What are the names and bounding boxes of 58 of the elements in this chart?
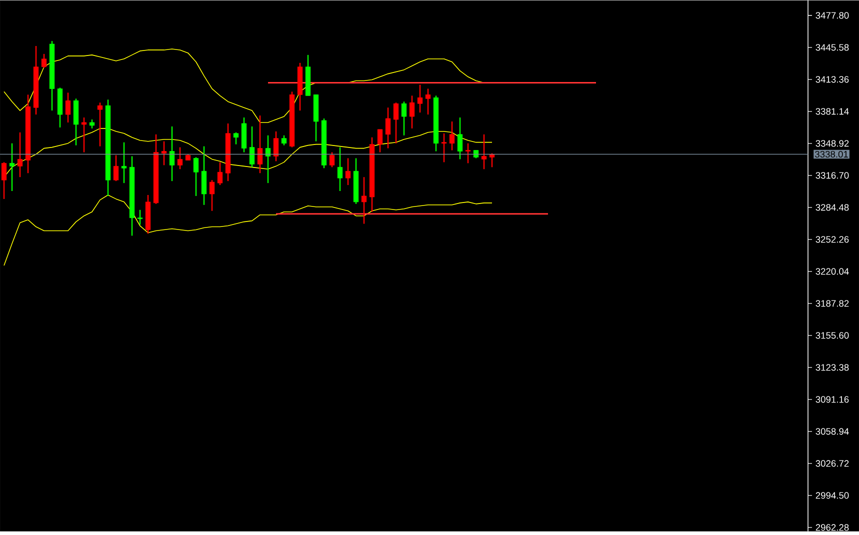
candlestick bbox=[41, 53, 47, 68]
candlestick bbox=[345, 158, 351, 186]
candlestick bbox=[249, 126, 255, 168]
y-tick-label: 3413.36 bbox=[816, 76, 849, 83]
candlestick bbox=[377, 128, 383, 153]
candlestick bbox=[273, 130, 279, 162]
candlestick bbox=[113, 154, 119, 182]
candlestick bbox=[409, 94, 415, 129]
y-tick-label: 3187.82 bbox=[816, 300, 849, 307]
y-tick-label: 3348.92 bbox=[816, 140, 849, 147]
y-tick-label: 3252.26 bbox=[816, 236, 849, 243]
candlestick bbox=[401, 100, 407, 136]
candlestick bbox=[385, 106, 391, 149]
candlestick bbox=[393, 102, 399, 144]
candlestick bbox=[73, 98, 79, 146]
candlestick bbox=[97, 102, 103, 147]
candlestick bbox=[449, 120, 455, 151]
candlestick bbox=[169, 126, 175, 182]
y-tick-label: 3123.38 bbox=[816, 364, 849, 371]
ref-line-label: 3338.01 bbox=[815, 150, 848, 158]
y-tick-label: 3445.58 bbox=[816, 44, 849, 51]
candlestick bbox=[481, 134, 487, 170]
candlestick bbox=[65, 92, 71, 123]
y-tick-label: 2962.28 bbox=[816, 524, 849, 531]
candlestick bbox=[361, 176, 367, 224]
candlestick bbox=[417, 84, 423, 114]
y-tick-label: 3058.94 bbox=[816, 428, 849, 435]
candlestick bbox=[161, 140, 167, 166]
candlestick bbox=[257, 114, 263, 174]
candlestick bbox=[465, 142, 471, 164]
candlestick bbox=[265, 134, 271, 184]
candlestick bbox=[425, 88, 431, 116]
candlestick bbox=[209, 179, 215, 212]
y-tick-label: 3220.04 bbox=[816, 268, 849, 275]
y-tick-label: 3477.80 bbox=[816, 12, 849, 19]
y-tick-label: 3284.48 bbox=[816, 204, 849, 211]
y-tick-label: 3381.14 bbox=[816, 108, 849, 115]
candlestick bbox=[217, 162, 223, 186]
y-tick-label: 3155.60 bbox=[816, 332, 849, 339]
y-tick-label: 3091.16 bbox=[816, 396, 849, 403]
candlestick bbox=[457, 116, 463, 160]
candlestick bbox=[17, 132, 23, 178]
candlestick bbox=[9, 142, 15, 192]
candlestick bbox=[193, 156, 199, 196]
candlestick bbox=[137, 209, 143, 226]
candlestick bbox=[281, 134, 287, 146]
candlestick bbox=[177, 146, 183, 170]
y-tick-label: 3026.72 bbox=[816, 460, 849, 467]
candlestick bbox=[121, 142, 127, 184]
y-tick-label: 3316.70 bbox=[816, 172, 849, 179]
candlestick bbox=[81, 116, 87, 153]
candlestick bbox=[233, 132, 239, 145]
candlestick bbox=[329, 152, 335, 168]
candlestick bbox=[201, 146, 207, 206]
candlestick bbox=[337, 146, 343, 192]
candlestick bbox=[1, 162, 7, 200]
candlestick bbox=[441, 132, 447, 163]
y-tick-label: 2994.50 bbox=[816, 492, 849, 499]
